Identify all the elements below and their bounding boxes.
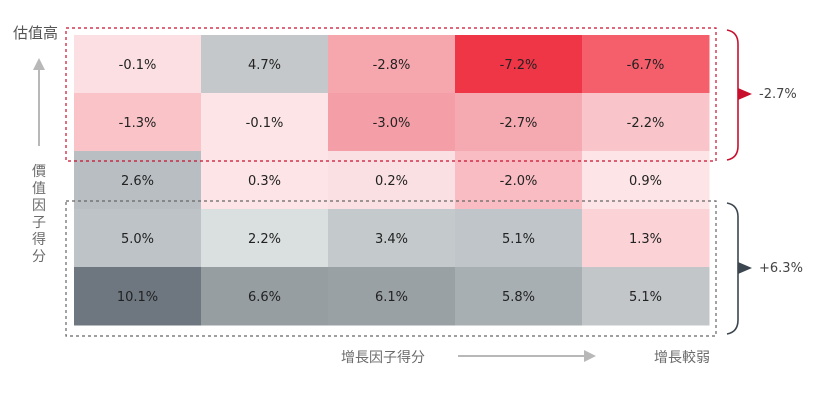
heatmap-cell-label: -1.3% [119,116,157,131]
top-left-label: 估值高 [13,24,58,42]
heatmap-cell [201,267,329,326]
heatmap-cell-label: -2.2% [627,116,665,131]
bottom-group-outline [65,200,717,337]
heatmap-cell-label: 6.6% [248,290,281,305]
heatmap-cell [455,35,583,94]
heatmap-cell-label: 5.1% [629,290,662,305]
heatmap-cell-label: -0.1% [119,58,157,73]
heatmap-cell-label: 0.9% [629,174,662,189]
bottom-group-value: +6.3% [759,261,803,276]
heatmap-cell [328,267,456,326]
heatmap-cell-label: -2.8% [373,58,411,73]
heatmap-cell-label: -6.7% [627,58,665,73]
bottom-group-marker [738,262,752,274]
top-group-bracket [726,29,752,161]
heatmap-cell-label: 6.1% [375,290,408,305]
heatmap-cell [201,35,329,94]
top-group-marker [738,88,752,100]
top-group-value: -2.7% [759,87,797,102]
top-group-outline [65,27,717,162]
heatmap-cell-label: -2.7% [500,116,538,131]
heatmap-cell [74,267,202,326]
heatmap-cell [328,209,456,268]
heatmap-cell [74,151,202,210]
heatmap-cell [455,267,583,326]
heatmap-cell [455,209,583,268]
heatmap-cell [201,209,329,268]
heatmap-cell-label: 5.0% [121,232,154,247]
heatmap-cell-label: 0.3% [248,174,281,189]
heatmap-cell-label: 1.3% [629,232,662,247]
heatmap-cell [201,93,329,152]
heatmap-cell-label: 2.6% [121,174,154,189]
heatmap-cells: -0.1% 4.7% -2.8% -7.2% -6.7% -1.3% -0.1% -3.0% -… [74,35,710,326]
heatmap-cell-label: 2.2% [248,232,281,247]
heatmap-cell [74,209,202,268]
heatmap-cell-label: 5.1% [502,232,535,247]
bottom-group-bracket [726,202,752,335]
heatmap-cell-label: 5.8% [502,290,535,305]
heatmap-cell [582,267,710,326]
heatmap-cell [582,35,710,94]
bottom-right-label: 增長較弱 [654,350,710,366]
heatmap-cell [582,93,710,152]
heatmap-cell [74,93,202,152]
heatmap-cell [582,209,710,268]
heatmap-cell-label: -7.2% [500,58,538,73]
y-axis-arrow [33,58,45,146]
x-axis-label: 增長因子得分 [341,349,425,366]
heatmap-cell [328,35,456,94]
heatmap-cell [201,151,329,210]
heatmap-cell-label: -3.0% [373,116,411,131]
heatmap-cell-label: 3.4% [375,232,408,247]
heatmap-cell-label: 0.2% [375,174,408,189]
y-axis-label: 價值因子得分 [32,163,46,265]
heatmap-cell-label: 4.7% [248,58,281,73]
heatmap-cell [455,93,583,152]
heatmap-cell-label: -0.1% [246,116,284,131]
x-axis-arrow [458,350,596,362]
heatmap-cell [74,35,202,94]
heatmap-cell-label: 10.1% [117,290,158,305]
heatmap-cell [328,93,456,152]
heatmap-cell-label: -2.0% [500,174,538,189]
